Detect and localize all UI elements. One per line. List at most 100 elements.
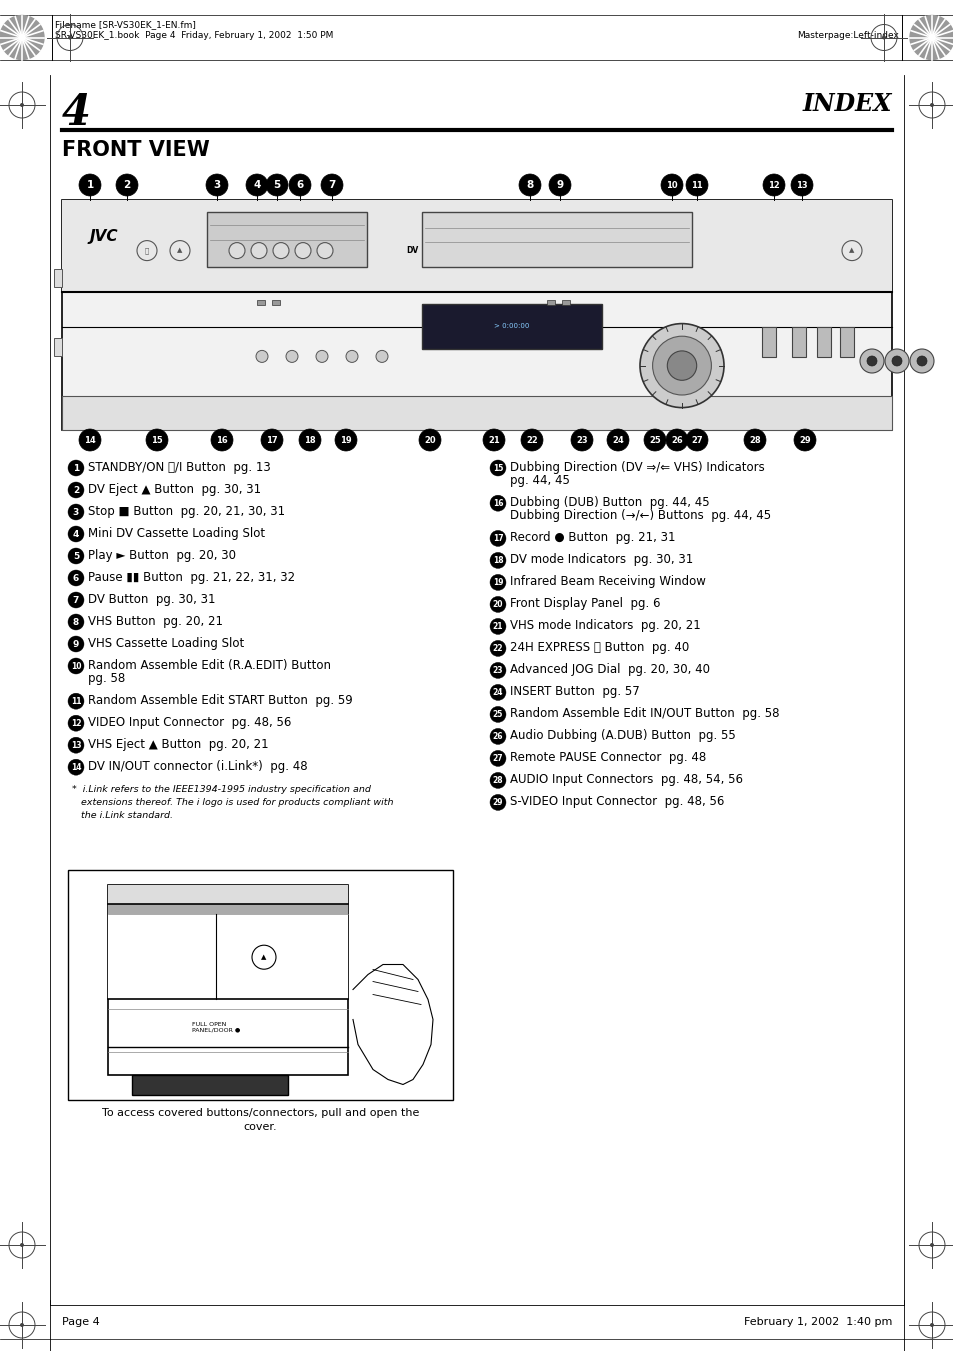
Text: 14: 14 <box>84 436 95 444</box>
Circle shape <box>490 459 505 476</box>
Circle shape <box>229 243 245 258</box>
Text: February 1, 2002  1:40 pm: February 1, 2002 1:40 pm <box>742 1317 891 1327</box>
Bar <box>108 885 348 904</box>
Circle shape <box>68 715 84 731</box>
Text: 8: 8 <box>72 617 79 627</box>
Circle shape <box>929 103 933 107</box>
Circle shape <box>246 174 268 196</box>
Text: 10: 10 <box>665 181 677 190</box>
Text: extensions thereof. The i logo is used for products compliant with: extensions thereof. The i logo is used f… <box>71 798 393 807</box>
Text: 13: 13 <box>796 181 807 190</box>
Circle shape <box>211 430 233 451</box>
Text: ▲: ▲ <box>261 954 267 961</box>
Text: Dubbing Direction (→/←) Buttons  pg. 44, 45: Dubbing Direction (→/←) Buttons pg. 44, … <box>510 509 770 523</box>
Bar <box>561 300 569 305</box>
Text: 25: 25 <box>648 436 660 444</box>
Bar <box>62 396 891 430</box>
Bar <box>132 1075 288 1096</box>
Circle shape <box>490 794 505 811</box>
Text: 4: 4 <box>253 181 260 190</box>
Circle shape <box>518 174 540 196</box>
Circle shape <box>520 430 542 451</box>
Text: 28: 28 <box>748 436 760 444</box>
Text: VIDEO Input Connector  pg. 48, 56: VIDEO Input Connector pg. 48, 56 <box>88 716 291 730</box>
Circle shape <box>929 1323 933 1327</box>
Bar <box>108 904 348 913</box>
Circle shape <box>891 357 901 366</box>
Bar <box>816 327 830 357</box>
Text: ▲: ▲ <box>848 247 854 254</box>
Bar <box>54 338 62 357</box>
Text: 21: 21 <box>488 436 499 444</box>
Circle shape <box>68 693 84 709</box>
Text: VHS Cassette Loading Slot: VHS Cassette Loading Slot <box>88 638 244 650</box>
Text: 1: 1 <box>87 181 93 190</box>
Text: 1: 1 <box>72 463 79 473</box>
Circle shape <box>68 613 84 630</box>
Circle shape <box>793 430 815 451</box>
Circle shape <box>320 174 343 196</box>
Circle shape <box>685 430 707 451</box>
Circle shape <box>666 351 696 380</box>
Text: Front Display Panel  pg. 6: Front Display Panel pg. 6 <box>510 597 659 611</box>
Text: FRONT VIEW: FRONT VIEW <box>62 141 210 159</box>
Circle shape <box>68 570 84 586</box>
Text: 5: 5 <box>72 553 79 561</box>
Circle shape <box>482 430 504 451</box>
Text: 7: 7 <box>72 596 79 605</box>
Circle shape <box>660 174 682 196</box>
Bar <box>421 212 691 267</box>
Text: 26: 26 <box>493 732 503 742</box>
Text: 19: 19 <box>340 436 352 444</box>
Text: 10: 10 <box>71 662 81 671</box>
Text: Play ► Button  pg. 20, 30: Play ► Button pg. 20, 30 <box>88 549 235 562</box>
Text: 17: 17 <box>492 535 503 543</box>
Circle shape <box>490 553 505 569</box>
Circle shape <box>68 636 84 653</box>
Text: 29: 29 <box>493 798 503 808</box>
Text: VHS Button  pg. 20, 21: VHS Button pg. 20, 21 <box>88 615 223 628</box>
Circle shape <box>68 549 84 563</box>
Circle shape <box>68 459 84 476</box>
Bar <box>68 870 453 1100</box>
Bar <box>108 885 348 1075</box>
Text: 3: 3 <box>213 181 220 190</box>
Polygon shape <box>0 15 44 59</box>
Circle shape <box>884 349 908 373</box>
Text: 27: 27 <box>691 436 702 444</box>
Text: 24: 24 <box>612 436 623 444</box>
Circle shape <box>418 430 440 451</box>
Text: DV Eject ▲ Button  pg. 30, 31: DV Eject ▲ Button pg. 30, 31 <box>88 484 261 496</box>
Circle shape <box>606 430 628 451</box>
Text: 15: 15 <box>151 436 163 444</box>
Text: 11: 11 <box>690 181 702 190</box>
Text: *  i.Link refers to the IEEE1394-1995 industry specification and: * i.Link refers to the IEEE1394-1995 ind… <box>71 785 371 794</box>
Text: Stop ■ Button  pg. 20, 21, 30, 31: Stop ■ Button pg. 20, 21, 30, 31 <box>88 505 285 517</box>
Text: 19: 19 <box>493 578 503 588</box>
Circle shape <box>916 357 926 366</box>
Circle shape <box>665 430 687 451</box>
Circle shape <box>762 174 784 196</box>
Bar <box>62 200 891 430</box>
Circle shape <box>490 728 505 744</box>
Text: 4: 4 <box>72 530 79 539</box>
Text: 24: 24 <box>493 689 503 697</box>
Bar <box>272 300 280 305</box>
Text: 7: 7 <box>328 181 335 190</box>
Text: 22: 22 <box>525 436 537 444</box>
Text: 2: 2 <box>123 181 131 190</box>
Circle shape <box>490 707 505 723</box>
Circle shape <box>490 596 505 612</box>
Text: STANDBY/ON ⏻/I Button  pg. 13: STANDBY/ON ⏻/I Button pg. 13 <box>88 461 271 474</box>
Circle shape <box>273 243 289 258</box>
Text: Pause ▮▮ Button  pg. 21, 22, 31, 32: Pause ▮▮ Button pg. 21, 22, 31, 32 <box>88 571 294 584</box>
Circle shape <box>68 526 84 542</box>
Circle shape <box>490 640 505 657</box>
Bar <box>421 304 601 349</box>
Text: ⏻: ⏻ <box>145 247 149 254</box>
Circle shape <box>652 336 711 394</box>
Text: 14: 14 <box>71 763 81 773</box>
Circle shape <box>68 738 84 754</box>
Circle shape <box>490 531 505 546</box>
Text: 24H EXPRESS Ⓢ Button  pg. 40: 24H EXPRESS Ⓢ Button pg. 40 <box>510 642 688 654</box>
